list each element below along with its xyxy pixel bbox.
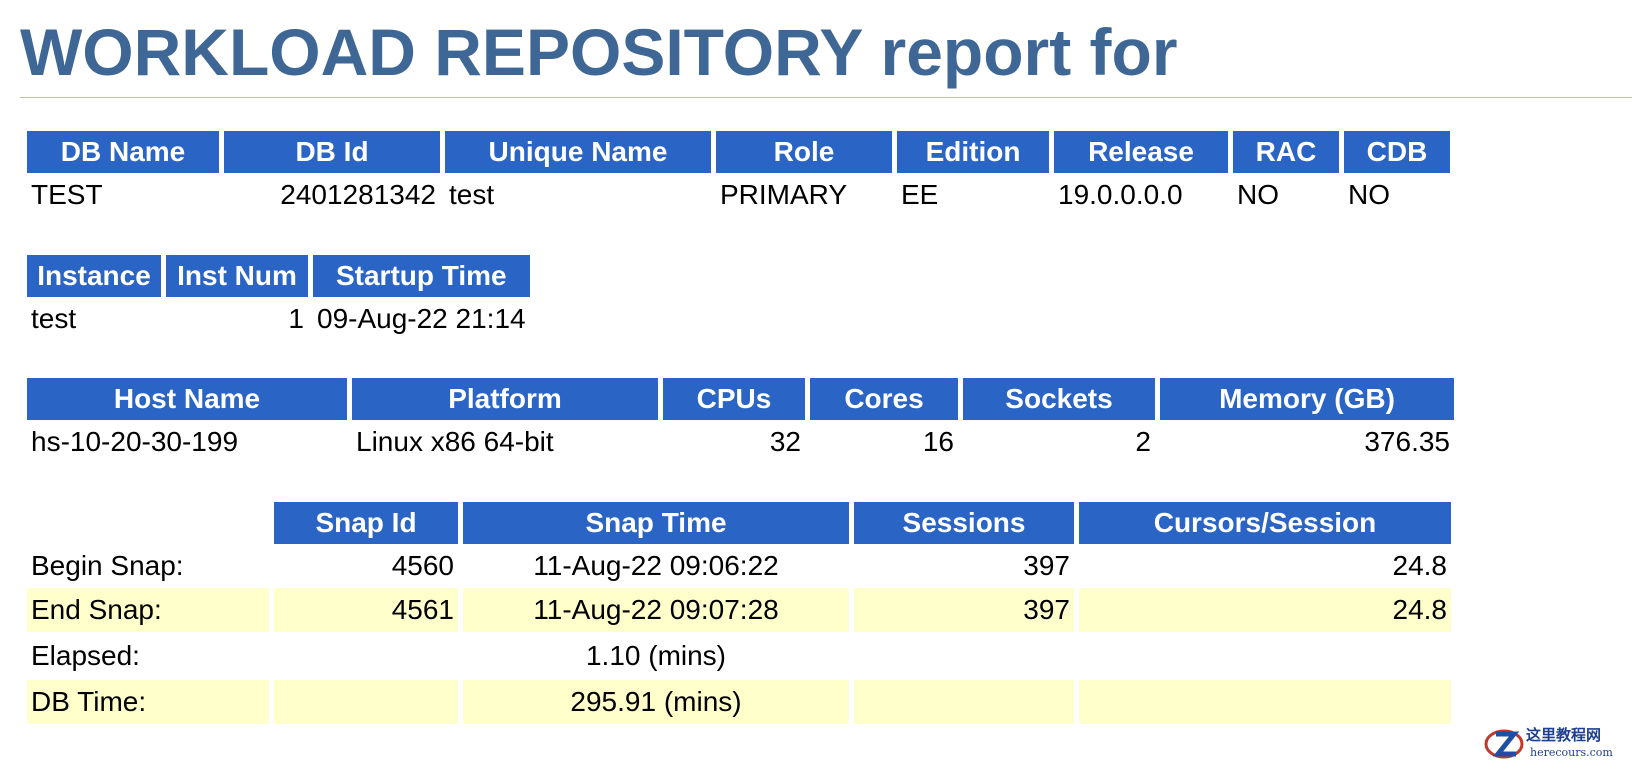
sessions-value: 397 [854,588,1074,632]
cores-value: 16 [922,426,954,457]
col-header-snap-time: Snap Time [463,502,849,544]
col-header-cpus: CPUs [663,378,805,420]
watermark-text: 这里教程网 [1526,726,1601,744]
col-header-cursors-session: Cursors/Session [1079,502,1451,544]
table-row: test 1 09-Aug-22 21:14 [27,297,530,341]
cpus-value: 32 [769,426,801,457]
watermark-subtext: herecours.com [1530,746,1613,759]
col-header-sockets: Sockets [963,378,1155,420]
snap-time-value: 11-Aug-22 09:07:28 [463,588,849,632]
col-header-rac: RAC [1233,131,1339,173]
snap-id-value: 4561 [274,588,458,632]
col-header-instance: Instance [27,255,161,297]
cursors-session-value: 24.8 [1079,588,1451,632]
cdb-value: NO [1348,179,1390,210]
host-table: Host Name Platform CPUs Cores Sockets Me… [22,378,1459,464]
col-header-cdb: CDB [1344,131,1450,173]
snap-id-value [274,632,458,680]
startup-time-value: 09-Aug-22 21:14 [317,303,526,334]
cursors-session-value: 24.8 [1392,550,1448,581]
table-row: hs-10-20-30-199 Linux x86 64-bit 32 16 2… [27,420,1454,464]
sessions-value: 397 [1023,550,1070,581]
table-row: Elapsed: 1.10 (mins) [27,632,1451,680]
snap-time-value: 11-Aug-22 09:06:22 [533,550,779,581]
db-id-value: 2401281342 [280,179,436,210]
col-header-host-name: Host Name [27,378,347,420]
release-value: 19.0.0.0.0 [1058,179,1183,210]
col-header-snap-id: Snap Id [274,502,458,544]
col-header-inst-num: Inst Num [166,255,308,297]
db-info-table: DB Name DB Id Unique Name Role Edition R… [22,131,1455,217]
cursors-session-value [1079,680,1451,724]
table-row: Begin Snap: 4560 11-Aug-22 09:06:22 397 … [27,544,1451,588]
watermark-logo: 这里教程网 herecours.com [1484,726,1613,759]
sessions-value [854,680,1074,724]
snap-header-blank [27,502,269,544]
memory-value: 376.35 [1364,426,1450,457]
host-name-value: hs-10-20-30-199 [31,426,239,457]
col-header-release: Release [1054,131,1228,173]
platform-value: Linux x86 64-bit [356,426,554,457]
col-header-memory: Memory (GB) [1160,378,1454,420]
snap-id-value: 4560 [391,550,454,581]
cursors-session-value [1079,632,1451,680]
sessions-value [854,632,1074,680]
row-label: Elapsed: [31,640,140,671]
col-header-unique-name: Unique Name [445,131,711,173]
edition-value: EE [901,179,939,210]
page-title: WORKLOAD REPOSITORY report for [20,15,1178,89]
sockets-value: 2 [1135,426,1151,457]
table-row: End Snap: 4561 11-Aug-22 09:07:28 397 24… [27,588,1451,632]
col-header-startup-time: Startup Time [313,255,530,297]
snapshot-table: Snap Id Snap Time Sessions Cursors/Sessi… [22,502,1456,724]
inst-num-value: 1 [288,303,304,334]
rac-value: NO [1237,179,1279,210]
unique-name-value: test [449,179,495,210]
col-header-cores: Cores [810,378,958,420]
row-label: DB Time: [27,680,269,724]
instance-value: test [31,303,77,334]
role-value: PRIMARY [720,179,848,210]
snap-id-value [274,680,458,724]
col-header-sessions: Sessions [854,502,1074,544]
db-name-value: TEST [31,179,103,210]
col-header-db-id: DB Id [224,131,440,173]
title-divider [20,97,1632,98]
z-logo-icon [1484,729,1524,759]
col-header-platform: Platform [352,378,658,420]
col-header-role: Role [716,131,892,173]
table-row: TEST 2401281342 test PRIMARY EE 19.0.0.0… [27,173,1450,217]
instance-table: Instance Inst Num Startup Time test 1 09… [22,255,535,341]
col-header-edition: Edition [897,131,1049,173]
table-row: DB Time: 295.91 (mins) [27,680,1451,724]
snap-time-value: 295.91 (mins) [463,680,849,724]
row-label: End Snap: [27,588,269,632]
col-header-db-name: DB Name [27,131,219,173]
row-label: Begin Snap: [31,550,184,581]
snap-time-value: 1.10 (mins) [585,640,727,671]
